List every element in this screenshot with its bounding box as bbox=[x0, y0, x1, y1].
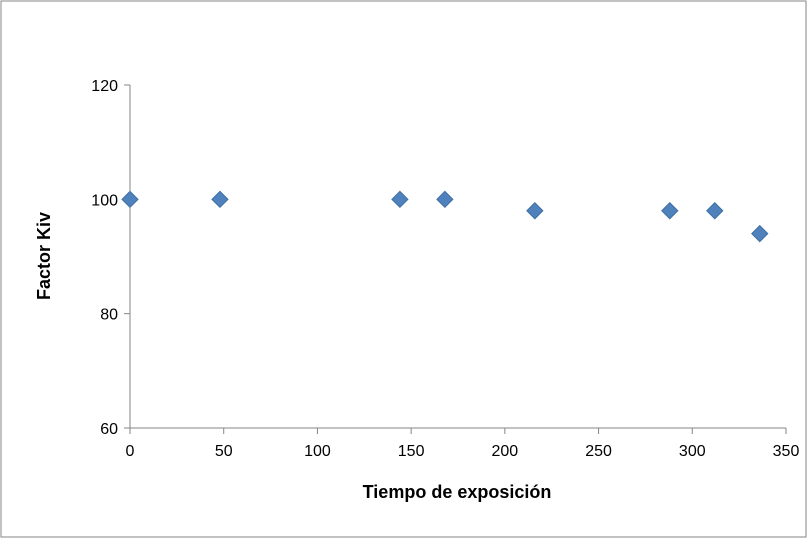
x-tick-label: 250 bbox=[585, 443, 612, 460]
x-axis: 0 50 100 150 200 250 300 350 bbox=[126, 427, 800, 460]
data-point bbox=[391, 190, 409, 209]
data-point bbox=[751, 224, 769, 243]
data-point bbox=[706, 202, 724, 220]
x-tick-label: 300 bbox=[679, 443, 706, 460]
x-tick-label: 350 bbox=[773, 443, 800, 460]
x-axis-title: Tiempo de exposición bbox=[363, 482, 552, 502]
x-tick-label: 50 bbox=[215, 443, 233, 460]
y-tick-label: 120 bbox=[91, 78, 118, 95]
y-axis: 60 80 100 120 bbox=[91, 78, 131, 438]
y-axis-title: Factor Kiv bbox=[34, 212, 54, 300]
x-tick-label: 150 bbox=[398, 443, 425, 460]
data-points bbox=[121, 190, 769, 243]
data-point bbox=[121, 190, 139, 209]
y-tick-label: 80 bbox=[100, 307, 118, 324]
data-point bbox=[436, 190, 454, 209]
x-tick-label: 100 bbox=[304, 443, 331, 460]
data-point bbox=[661, 202, 679, 220]
y-tick-label: 60 bbox=[100, 421, 118, 438]
x-tick-label: 0 bbox=[126, 443, 135, 460]
x-tick-label: 200 bbox=[492, 443, 519, 460]
data-point bbox=[211, 190, 229, 209]
y-tick-label: 100 bbox=[91, 192, 118, 209]
data-point bbox=[526, 202, 544, 220]
